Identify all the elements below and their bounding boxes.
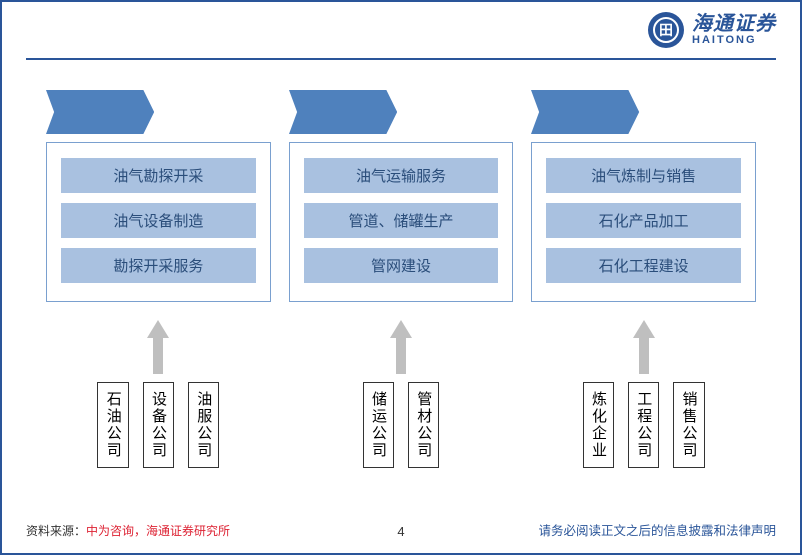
stage-label: 下游炼化 (640, 98, 756, 127)
stage-label: 中游储运 (397, 98, 513, 127)
stage-arrow-midstream: 中游储运 (289, 90, 514, 134)
header-divider (26, 58, 776, 60)
slide-root: 田 海通证券 HAITONG 上游勘探开采 油气勘探开采 油气设备制造 勘探开采… (0, 0, 802, 555)
company-row: 储运公司 管材公司 (289, 382, 514, 468)
company-box: 石油公司 (97, 382, 128, 468)
stage-item: 油气炼制与销售 (546, 158, 741, 193)
footer-source: 资料来源：中为咨询，海通证券研究所 (26, 522, 230, 539)
flow-column-midstream: 中游储运 油气运输服务 管道、储罐生产 管网建设 储运公司 管材公司 (289, 90, 514, 468)
footer-page-number: 4 (397, 524, 404, 539)
stage-item: 石化工程建设 (546, 248, 741, 283)
stage-arrow-upstream: 上游勘探开采 (46, 90, 271, 134)
flow-diagram: 上游勘探开采 油气勘探开采 油气设备制造 勘探开采服务 石油公司 设备公司 油服… (46, 90, 756, 468)
brand-logo-glyph: 田 (653, 17, 679, 43)
brand-logo: 田 (648, 12, 684, 48)
stage-label: 上游勘探开采 (154, 83, 270, 141)
company-box: 销售公司 (673, 382, 704, 468)
footer-source-value: 中为咨询，海通证券研究所 (86, 524, 230, 538)
company-box: 油服公司 (188, 382, 219, 468)
brand-text: 海通证券 HAITONG (692, 14, 776, 47)
stage-item: 油气运输服务 (304, 158, 499, 193)
flow-column-upstream: 上游勘探开采 油气勘探开采 油气设备制造 勘探开采服务 石油公司 设备公司 油服… (46, 90, 271, 468)
stage-item: 管道、储罐生产 (304, 203, 499, 238)
stage-arrow-downstream: 下游炼化 (531, 90, 756, 134)
stage-item: 管网建设 (304, 248, 499, 283)
stage-items-box: 油气炼制与销售 石化产品加工 石化工程建设 (531, 142, 756, 302)
up-arrow-icon (633, 320, 655, 374)
stage-item: 石化产品加工 (546, 203, 741, 238)
company-box: 储运公司 (363, 382, 394, 468)
stage-items-box: 油气勘探开采 油气设备制造 勘探开采服务 (46, 142, 271, 302)
company-box: 炼化企业 (583, 382, 614, 468)
company-box: 管材公司 (408, 382, 439, 468)
company-box: 设备公司 (143, 382, 174, 468)
footer-source-label: 资料来源： (26, 524, 86, 538)
up-arrow-icon (390, 320, 412, 374)
company-row: 石油公司 设备公司 油服公司 (46, 382, 271, 468)
arrow-shape (531, 90, 639, 134)
footer-disclaimer: 请务必阅读正文之后的信息披露和法律声明 (538, 520, 776, 539)
company-row: 炼化企业 工程公司 销售公司 (531, 382, 756, 468)
stage-item: 油气设备制造 (61, 203, 256, 238)
stage-item: 油气勘探开采 (61, 158, 256, 193)
stage-item: 勘探开采服务 (61, 248, 256, 283)
arrow-shape (46, 90, 154, 134)
brand-header: 田 海通证券 HAITONG (648, 12, 776, 48)
flow-column-downstream: 下游炼化 油气炼制与销售 石化产品加工 石化工程建设 炼化企业 工程公司 销售公… (531, 90, 756, 468)
brand-name-en: HAITONG (692, 35, 776, 47)
stage-items-box: 油气运输服务 管道、储罐生产 管网建设 (289, 142, 514, 302)
arrow-shape (289, 90, 397, 134)
up-arrow-icon (147, 320, 169, 374)
company-box: 工程公司 (628, 382, 659, 468)
brand-name-cn: 海通证券 (692, 14, 776, 35)
